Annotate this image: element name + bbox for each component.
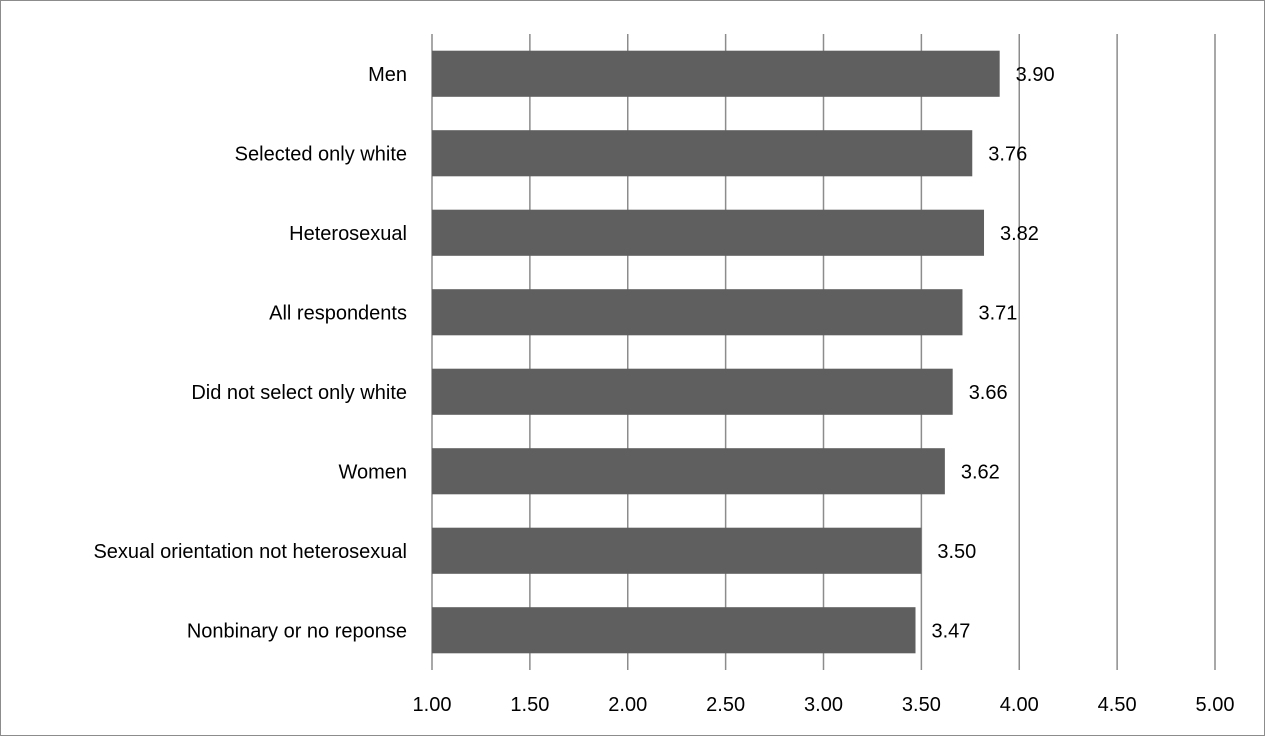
data-labels: 3.90 3.76 3.82 3.71 3.66 3.62 3.50 3.47: [932, 64, 1055, 643]
bar: [432, 50, 1000, 97]
bars: [432, 50, 1000, 654]
category-label: Did not select only white: [191, 382, 407, 404]
category-labels: Men Selected only white Heterosexual All re…: [93, 64, 407, 643]
data-label: 3.71: [978, 302, 1017, 324]
data-label: 3.62: [961, 461, 1000, 483]
category-label: Selected only white: [235, 143, 407, 165]
category-label: Heterosexual: [289, 223, 407, 245]
x-tick-label: 2.50: [706, 694, 745, 716]
data-label: 3.47: [932, 620, 971, 642]
bar: [432, 607, 916, 654]
category-label: All respondents: [269, 302, 407, 324]
bar: [432, 368, 953, 415]
x-tick-label: 1.00: [413, 694, 452, 716]
bar: [432, 130, 973, 177]
data-label: 3.66: [969, 382, 1008, 404]
x-tick-label: 4.00: [1000, 694, 1039, 716]
category-label: Women: [338, 461, 407, 483]
bar: [432, 527, 922, 574]
x-tick-label: 2.00: [608, 694, 647, 716]
data-label: 3.50: [937, 541, 976, 563]
data-label: 3.90: [1016, 64, 1055, 86]
x-tick-label: 3.00: [804, 694, 843, 716]
category-label: Sexual orientation not heterosexual: [93, 541, 407, 563]
category-label: Nonbinary or no reponse: [187, 620, 407, 642]
data-label: 3.76: [988, 143, 1027, 165]
data-label: 3.82: [1000, 223, 1039, 245]
x-tick-label: 4.50: [1098, 694, 1137, 716]
x-tick-label: 5.00: [1196, 694, 1235, 716]
x-tick-label: 1.50: [510, 694, 549, 716]
x-axis-tick-labels: 1.00 1.50 2.00 2.50 3.00 3.50 4.00 4.50 5.00: [413, 694, 1235, 716]
bar: [432, 289, 963, 336]
bar: [432, 448, 945, 495]
bar: [432, 209, 985, 256]
gridlines: [431, 34, 1216, 670]
x-tick-label: 3.50: [902, 694, 941, 716]
category-label: Men: [368, 64, 407, 86]
